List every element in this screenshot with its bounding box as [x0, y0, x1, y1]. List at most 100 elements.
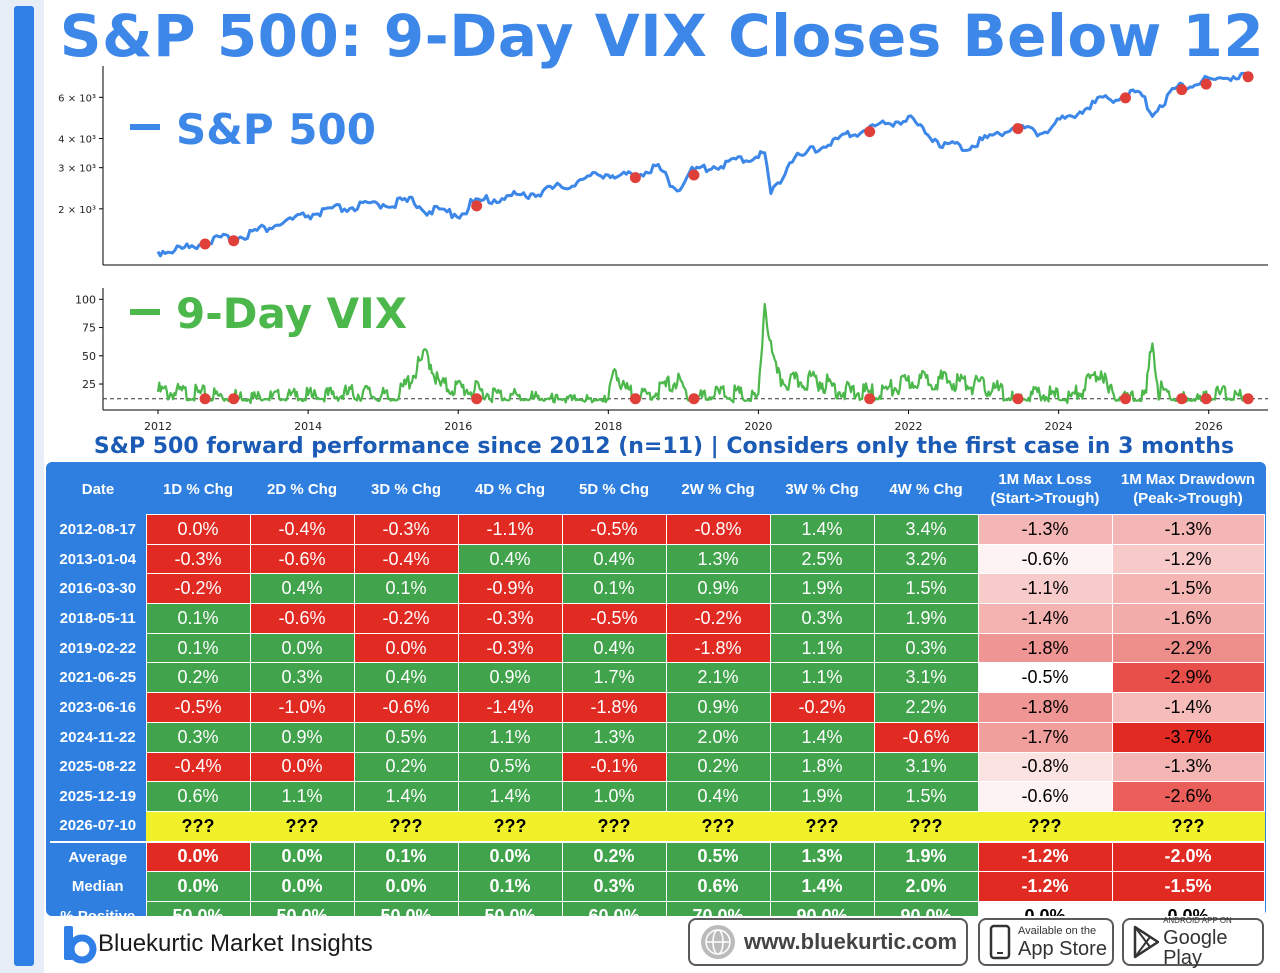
table-cell: 1.1%: [769, 662, 875, 694]
table-header-row: Date 1D % Chg 2D % Chg 3D % Chg 4D % Chg 5D %…: [50, 464, 1264, 515]
column-header-text: 2W % Chg: [681, 480, 755, 498]
column-header: 3D % Chg: [354, 464, 458, 515]
stats-cell: 0.5%: [665, 840, 771, 873]
table-cell: 1.7%: [561, 662, 667, 694]
table-row: 2013-01-04 -0.3% -0.6% -0.4% 0.4% 0.4% 1.3% 2.5…: [50, 543, 1265, 575]
stats-cell: 0.1%: [353, 840, 459, 873]
table-cell: 1.4%: [353, 781, 459, 812]
stats-cell: 50.0%: [249, 900, 355, 916]
table-cell-heat: -2.2%: [1111, 632, 1265, 664]
table-cell: 0.0%: [145, 514, 251, 545]
spx-signal-marker: [228, 235, 240, 247]
bluekurtic-logo-icon: [64, 926, 97, 964]
table-cell-heat: -1.7%: [977, 721, 1113, 753]
vix-signal-marker: [228, 393, 240, 405]
table-cell: 2.1%: [665, 662, 771, 694]
stats-cell: -2.0%: [1111, 840, 1265, 873]
table-cell: 3.4%: [873, 514, 979, 545]
table-row: 2021-06-25 0.2% 0.3% 0.4% 0.9% 1.7% 2.1% 1.1% 3.…: [50, 662, 1265, 694]
vix-x-tick-label: 2012: [144, 420, 172, 433]
google-play-button[interactable]: ANDROID APP ON Google Play: [1122, 916, 1264, 968]
vix-y-tick-label: 50: [82, 350, 96, 363]
column-header-text: 3D % Chg: [370, 480, 441, 498]
table-cell: -0.5%: [561, 603, 667, 634]
spx-legend-label: S&P 500: [176, 105, 376, 154]
vix-x-tick-label: 2022: [895, 420, 923, 433]
table-row: 2026-07-10??????????????????????????????: [50, 810, 1265, 843]
spx-signal-marker: [629, 172, 641, 184]
table-cell: 0.1%: [145, 632, 251, 664]
vix-series-line: [156, 302, 1247, 405]
table-cell: 1.4%: [769, 514, 875, 545]
row-date: 2025-08-22: [50, 752, 146, 782]
table-cell: 0.1%: [145, 603, 251, 634]
column-header: 1M Max Drawdown (Peak->Trough): [1112, 464, 1264, 515]
vix-signal-marker: [629, 393, 641, 405]
table-cell: 0.3%: [249, 662, 355, 694]
table-cell: -0.3%: [457, 632, 563, 664]
phone-icon: [989, 924, 1011, 960]
table-cell: 0.4%: [665, 781, 771, 812]
table-row: 2012-08-17 0.0% -0.4% -0.3% -1.1% -0.5% -0.8% 1…: [50, 514, 1265, 545]
table-cell-unknown: ???: [1111, 810, 1265, 843]
table-cell: 0.1%: [353, 573, 459, 605]
table-cell: -0.2%: [145, 573, 251, 605]
table-cell: -1.4%: [457, 692, 563, 723]
table-cell: 0.9%: [665, 573, 771, 605]
table-cell-heat: -1.4%: [1111, 692, 1265, 723]
table-cell: 0.3%: [769, 603, 875, 634]
brand-name: Bluekurtic Market Insights: [98, 930, 373, 957]
stats-cell: 0.0%: [977, 900, 1113, 916]
table-cell: 2.2%: [873, 692, 979, 723]
table-cell: -0.4%: [249, 514, 355, 545]
vix-x-tick-label: 2026: [1195, 420, 1223, 433]
row-date: 2013-01-04: [50, 544, 146, 574]
table-cell: -0.3%: [457, 603, 563, 634]
table-row: 2018-05-11 0.1% -0.6% -0.2% -0.3% -0.5% -0.2% 0…: [50, 603, 1265, 634]
table-cell: -1.8%: [665, 632, 771, 664]
table-cell: -0.6%: [249, 543, 355, 575]
table-cell-unknown: ???: [249, 810, 355, 843]
table-cell-heat: -1.1%: [977, 573, 1113, 605]
app-store-button[interactable]: Available on the App Store: [978, 918, 1114, 966]
website-link-button[interactable]: www.bluekurtic.com: [688, 918, 968, 966]
table-cell: 3.1%: [873, 662, 979, 694]
vix-signal-marker: [1119, 393, 1131, 405]
vix-chart: 25 50 75 100 2012 2014 2016 2018 2020 2022 2024 202…: [75, 288, 1268, 433]
vix-x-tick-label: 2016: [444, 420, 472, 433]
table-cell: 1.0%: [561, 781, 667, 812]
sp500-chart: 2 × 10³ 3 × 10³ 4 × 10³ 6 × 10³ S&P 500: [58, 66, 1268, 266]
charts-area: 2 × 10³ 3 × 10³ 4 × 10³ 6 × 10³ S&P 500 25 50…: [58, 66, 1268, 433]
table-cell: -0.9%: [457, 573, 563, 605]
stats-cell: 0.0%: [353, 871, 459, 902]
table-cell-heat: -0.6%: [977, 543, 1113, 575]
column-header-text: 4W % Chg: [889, 480, 963, 498]
vix-x-tick-label: 2018: [594, 420, 622, 433]
vix-x-tick-label: 2024: [1045, 420, 1073, 433]
table-cell: 0.5%: [353, 721, 459, 753]
spx-signal-marker: [1119, 92, 1131, 104]
spx-series-line: [156, 71, 1248, 258]
spx-signal-marker: [688, 169, 700, 181]
table-cell-heat: -2.9%: [1111, 662, 1265, 694]
table-cell: 2.0%: [665, 721, 771, 753]
table-cell: 1.1%: [769, 632, 875, 664]
row-date: 2019-02-22: [50, 633, 146, 663]
stats-cell: 0.0%: [1111, 900, 1265, 916]
appstore-big-text: App Store: [1018, 937, 1107, 960]
table-cell: -0.6%: [249, 603, 355, 634]
column-header-text: (Peak->Trough): [1133, 490, 1243, 507]
table-cell-unknown: ???: [873, 810, 979, 843]
spx-y-tick-label: 4 × 10³: [58, 134, 96, 145]
table-cell: 0.4%: [457, 543, 563, 575]
table-cell: -0.1%: [561, 751, 667, 783]
table-cell: 3.1%: [873, 751, 979, 783]
table-cell: 1.8%: [769, 751, 875, 783]
appstore-small-text: Available on the: [1018, 924, 1097, 937]
table-cell: 0.0%: [249, 751, 355, 783]
stats-cell: 60.0%: [561, 900, 667, 916]
table-cell: -0.4%: [353, 543, 459, 575]
stats-label: Median: [50, 871, 146, 902]
column-header-text: 1M Max Loss: [998, 471, 1092, 488]
table-cell: 1.4%: [457, 781, 563, 812]
